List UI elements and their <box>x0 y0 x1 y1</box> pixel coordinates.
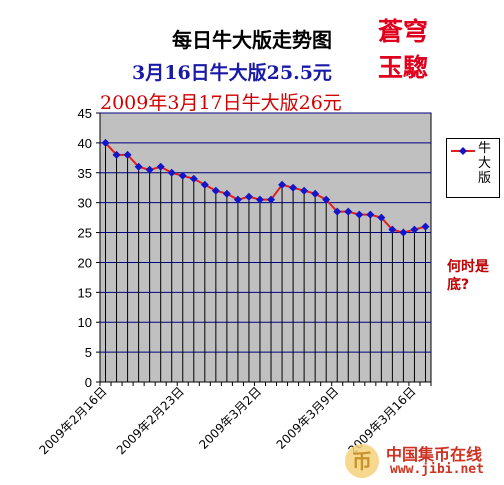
series-marker <box>222 189 231 198</box>
series-marker <box>145 165 154 174</box>
series-marker <box>167 168 176 177</box>
series-marker <box>399 228 408 237</box>
series-marker <box>366 210 375 219</box>
series-marker <box>134 162 143 171</box>
author-stamp-line-2: 玉騘 <box>378 53 429 82</box>
series-marker <box>255 195 264 204</box>
y-tick-label: 40 <box>78 136 92 151</box>
svg-text:币: 币 <box>352 449 372 473</box>
y-tick-label: 10 <box>78 315 92 330</box>
series-marker <box>344 207 353 216</box>
series-marker <box>233 195 242 204</box>
x-tick-label: 2009年2月23日 <box>114 384 187 457</box>
legend-series-label: 牛大版 <box>478 141 492 186</box>
plot-area <box>99 112 432 383</box>
x-tick-label: 2009年2月16日 <box>36 384 109 457</box>
x-tick-label: 2009年3月9日 <box>274 384 342 452</box>
subtitle-price-mar16: 3月16日牛大版25.5元 <box>132 62 332 84</box>
y-tick-label: 15 <box>78 285 92 300</box>
y-tick-label: 35 <box>78 166 92 181</box>
series-marker <box>388 225 397 234</box>
series-marker <box>123 150 132 159</box>
series-marker <box>200 180 209 189</box>
y-tick-label: 45 <box>78 106 92 121</box>
series-marker <box>333 207 342 216</box>
series-marker <box>101 138 110 147</box>
series-marker <box>289 183 298 192</box>
watermark-site-name: 中国集币在线 <box>386 445 483 464</box>
series-marker <box>189 174 198 183</box>
series-marker <box>112 150 121 159</box>
author-stamp-line-1: 蒼穹 <box>378 17 429 46</box>
y-tick-label: 30 <box>78 196 92 211</box>
y-tick-label: 20 <box>78 255 92 270</box>
legend-series-swatch <box>451 147 475 155</box>
watermark-site-url: www.jibi.net <box>390 462 484 477</box>
series-marker <box>311 189 320 198</box>
series-marker <box>421 222 430 231</box>
series-marker <box>211 186 220 195</box>
series-marker <box>377 213 386 222</box>
series-marker <box>244 192 253 201</box>
series-marker <box>278 180 287 189</box>
subtitle-price-mar17: 2009年3月17日牛大版26元 <box>100 92 342 114</box>
series-marker <box>178 171 187 180</box>
chart-legend: 牛大版 <box>446 138 500 198</box>
series-marker <box>355 210 364 219</box>
series-marker <box>410 225 419 234</box>
watermark-coin-logo-icon: 币 <box>345 444 379 478</box>
chart-title: 每日牛大版走势图 <box>172 28 332 52</box>
series-marker <box>300 186 309 195</box>
y-tick-label: 0 <box>85 375 92 390</box>
y-tick-label: 25 <box>78 226 92 241</box>
series-marker <box>156 162 165 171</box>
series-marker <box>267 195 276 204</box>
series-marker <box>322 195 331 204</box>
x-tick-label: 2009年3月2日 <box>196 384 264 452</box>
annotation-question: 何时是底? <box>447 259 489 293</box>
y-tick-label: 5 <box>85 345 92 360</box>
